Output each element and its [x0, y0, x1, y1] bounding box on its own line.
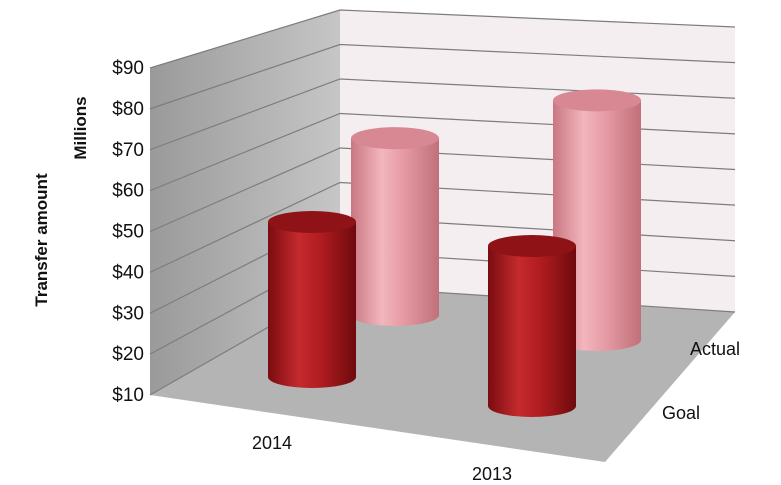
goal-bar-2013: [488, 246, 576, 417]
category-labels: 2014 2013 Goal Actual: [252, 339, 740, 484]
y-tick-label: $90: [112, 58, 144, 79]
bars: [268, 89, 641, 417]
y-tick-label: $20: [112, 344, 144, 365]
actual-bar-top-2013: [553, 89, 641, 112]
y-tick-label: $30: [112, 303, 144, 324]
goal-bar-top-2013: [488, 235, 576, 257]
goal-bar-2014: [268, 222, 356, 388]
y-tick-label: $40: [112, 262, 144, 283]
category-label: 2014: [252, 433, 292, 453]
y-tick-label: $50: [112, 222, 144, 243]
actual-bar-top-2014: [351, 127, 439, 150]
y-axis-title: Transfer amount: [32, 173, 51, 307]
y-tick-label: $70: [112, 140, 144, 161]
y-axis-units: Millions: [71, 96, 90, 159]
gridline: [149, 43, 736, 110]
depth-label: Actual: [690, 339, 740, 359]
category-label: 2013: [472, 464, 512, 484]
actual-bar-2014: [351, 138, 439, 326]
goal-bar-top-2014: [268, 211, 356, 233]
y-tick-label: $10: [112, 385, 144, 406]
y-axis-ticks: $90 $80 $70 $60 $50 $40 $30 $20 $10: [112, 58, 144, 406]
y-tick-label: $60: [112, 181, 144, 202]
gridline: [149, 9, 736, 69]
depth-label: Goal: [662, 403, 700, 423]
y-tick-label: $80: [112, 99, 144, 120]
